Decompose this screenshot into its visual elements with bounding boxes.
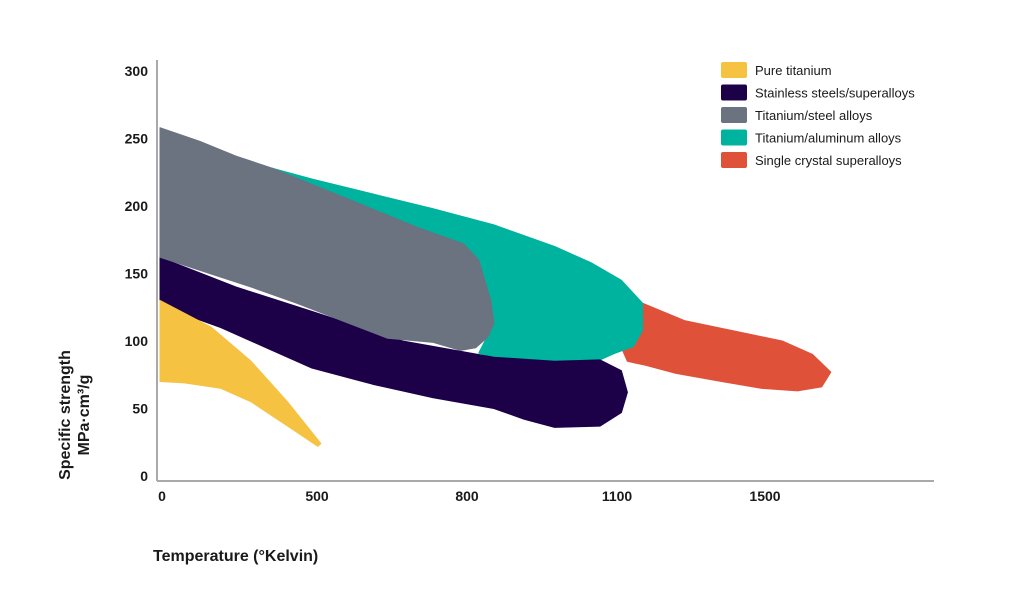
legend-swatch bbox=[721, 152, 747, 168]
x-tick-label: 1100 bbox=[602, 488, 633, 504]
legend-swatch bbox=[721, 62, 747, 78]
y-axis-title-line1: Specific strength bbox=[57, 350, 74, 480]
x-tick-label: 1500 bbox=[749, 488, 780, 504]
y-tick-label: 200 bbox=[125, 198, 149, 214]
y-tick-label: 250 bbox=[125, 131, 149, 147]
y-tick-label: 150 bbox=[125, 266, 149, 282]
legend-swatch bbox=[721, 107, 747, 123]
y-axis-title-line2: MPa·cm³/g bbox=[76, 375, 93, 456]
series-area-titanium-steel-alloys bbox=[159, 127, 495, 351]
x-tick-label: 800 bbox=[455, 488, 479, 504]
x-tick-labels: 0 500 800 1100 1500 bbox=[158, 488, 781, 504]
x-tick-label: 0 bbox=[158, 488, 166, 504]
legend: Pure titanium Stainless steels/superalloy… bbox=[721, 62, 915, 168]
y-tick-labels: 0 50 100 150 200 250 300 bbox=[125, 63, 149, 484]
series-areas bbox=[159, 127, 832, 447]
legend-swatch bbox=[721, 84, 747, 101]
legend-label: Single crystal superalloys bbox=[755, 153, 902, 168]
legend-label: Titanium/steel alloys bbox=[755, 108, 873, 123]
series-area-single-crystal-superalloys bbox=[620, 302, 832, 392]
y-tick-label: 100 bbox=[125, 333, 149, 349]
legend-label: Titanium/aluminum alloys bbox=[755, 131, 902, 146]
y-axis-title: Specific strength MPa·cm³/g bbox=[57, 350, 93, 480]
legend-label: Stainless steels/superalloys bbox=[755, 86, 915, 101]
y-tick-label: 300 bbox=[125, 63, 149, 79]
series-area-pure-titanium bbox=[159, 300, 322, 447]
y-tick-label: 0 bbox=[140, 468, 148, 484]
x-tick-label: 500 bbox=[305, 488, 329, 504]
y-tick-label: 50 bbox=[132, 401, 148, 417]
legend-label: Pure titanium bbox=[755, 63, 832, 78]
series-area-stainless-steels-superalloys bbox=[159, 256, 628, 428]
x-axis-title: Temperature (°Kelvin) bbox=[153, 548, 318, 565]
legend-swatch bbox=[721, 129, 747, 146]
